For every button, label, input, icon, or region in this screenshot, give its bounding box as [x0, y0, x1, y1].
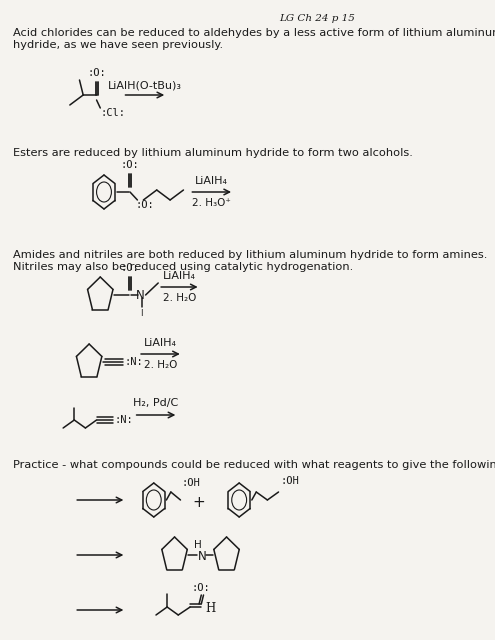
Text: 2. H₃O⁺: 2. H₃O⁺ [192, 198, 231, 208]
Text: Esters are reduced by lithium aluminum hydride to form two alcohols.: Esters are reduced by lithium aluminum h… [13, 148, 413, 158]
Text: LiAlH₄: LiAlH₄ [163, 271, 196, 281]
Text: :OH: :OH [182, 478, 201, 488]
Text: Amides and nitriles are both reduced by lithium aluminum hydride to form amines.: Amides and nitriles are both reduced by … [13, 250, 488, 271]
Text: LG Ch 24 p 15: LG Ch 24 p 15 [279, 14, 355, 23]
Text: :O:: :O: [192, 583, 211, 593]
Text: :O:: :O: [136, 200, 154, 210]
Text: LiAlH₄: LiAlH₄ [144, 338, 177, 348]
Text: H: H [205, 602, 215, 616]
Text: I: I [141, 309, 143, 318]
Text: +: + [193, 495, 205, 509]
Text: LiAlH(O-tBu)₃: LiAlH(O-tBu)₃ [108, 80, 182, 90]
Text: Practice - what compounds could be reduced with what reagents to give the follow: Practice - what compounds could be reduc… [13, 460, 495, 470]
Text: N: N [198, 550, 206, 563]
Text: 2. H₂O: 2. H₂O [144, 360, 177, 370]
Text: :O:: :O: [121, 263, 140, 273]
Text: H₂, Pd/C: H₂, Pd/C [133, 398, 179, 408]
Text: :Cl:: :Cl: [100, 108, 125, 118]
Text: :N:: :N: [124, 357, 143, 367]
Text: Acid chlorides can be reduced to aldehydes by a less active form of lithium alum: Acid chlorides can be reduced to aldehyd… [13, 28, 495, 50]
Text: :O:: :O: [121, 160, 140, 170]
Text: :OH: :OH [280, 476, 299, 486]
Text: N: N [136, 289, 145, 301]
Text: H: H [195, 540, 202, 550]
Text: :N:: :N: [114, 415, 133, 425]
Text: LiAlH₄: LiAlH₄ [195, 176, 228, 186]
Text: :O:: :O: [87, 68, 106, 78]
Text: 2. H₂O: 2. H₂O [163, 293, 197, 303]
